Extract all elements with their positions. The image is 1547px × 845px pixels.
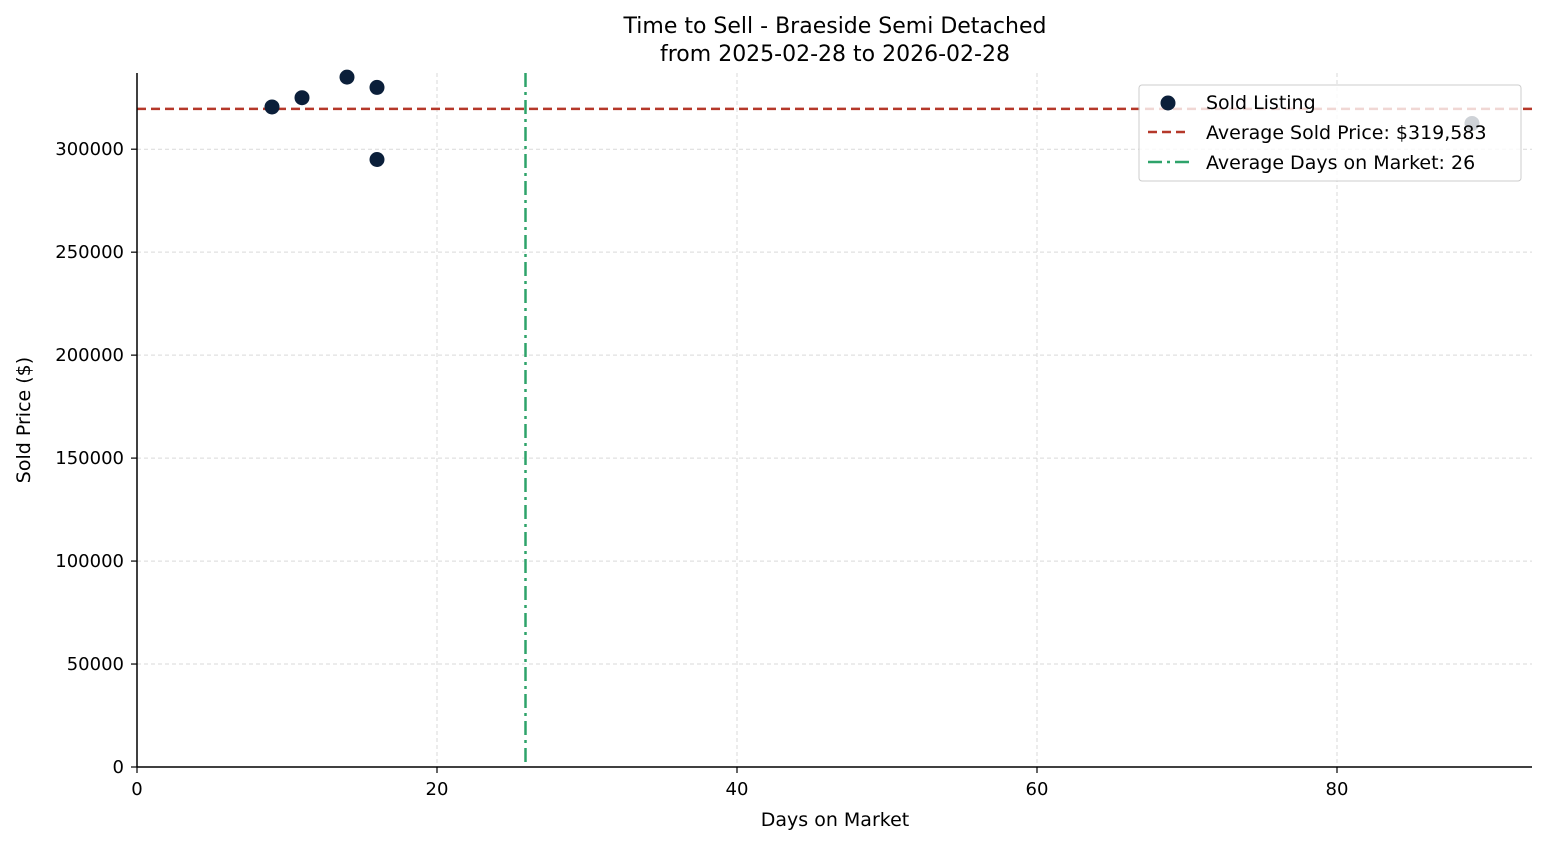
grid xyxy=(137,73,1532,767)
y-tick-label: 50000 xyxy=(67,654,124,675)
data-point xyxy=(339,69,355,85)
data-point xyxy=(369,79,385,95)
y-tick-label: 0 xyxy=(113,757,124,778)
legend: Sold Listing Average Sold Price: $319,58… xyxy=(1138,84,1522,182)
y-axis-label: Sold Price ($) xyxy=(13,357,35,483)
x-tick-label: 0 xyxy=(131,779,142,800)
x-tick-label: 80 xyxy=(1326,779,1349,800)
y-tick-label: 150000 xyxy=(55,448,124,469)
legend-label-avg-price: Average Sold Price: $319,583 xyxy=(1206,122,1487,144)
legend-label-sold-listing: Sold Listing xyxy=(1206,92,1316,114)
data-point xyxy=(264,99,280,115)
ticks: 0 20 40 60 80 0 50000 100000 150000 200000 250000 3… xyxy=(55,139,1348,800)
y-tick-label: 250000 xyxy=(55,242,124,263)
y-tick-label: 200000 xyxy=(55,345,124,366)
chart-subtitle: from 2025-02-28 to 2026-02-28 xyxy=(660,42,1010,67)
data-point xyxy=(369,151,385,167)
y-tick-label: 300000 xyxy=(55,139,124,160)
chart-title: Time to Sell - Braeside Semi Detached xyxy=(623,14,1047,39)
legend-label-avg-days: Average Days on Market: 26 xyxy=(1206,152,1475,174)
x-axis-label: Days on Market xyxy=(761,809,909,831)
x-tick-label: 60 xyxy=(1026,779,1049,800)
y-tick-label: 100000 xyxy=(55,551,124,572)
x-tick-label: 20 xyxy=(426,779,449,800)
axes xyxy=(136,73,1532,768)
x-tick-label: 40 xyxy=(726,779,749,800)
legend-marker-sold-listing xyxy=(1160,95,1176,111)
legend-box xyxy=(1138,84,1522,182)
data-point xyxy=(294,90,310,106)
